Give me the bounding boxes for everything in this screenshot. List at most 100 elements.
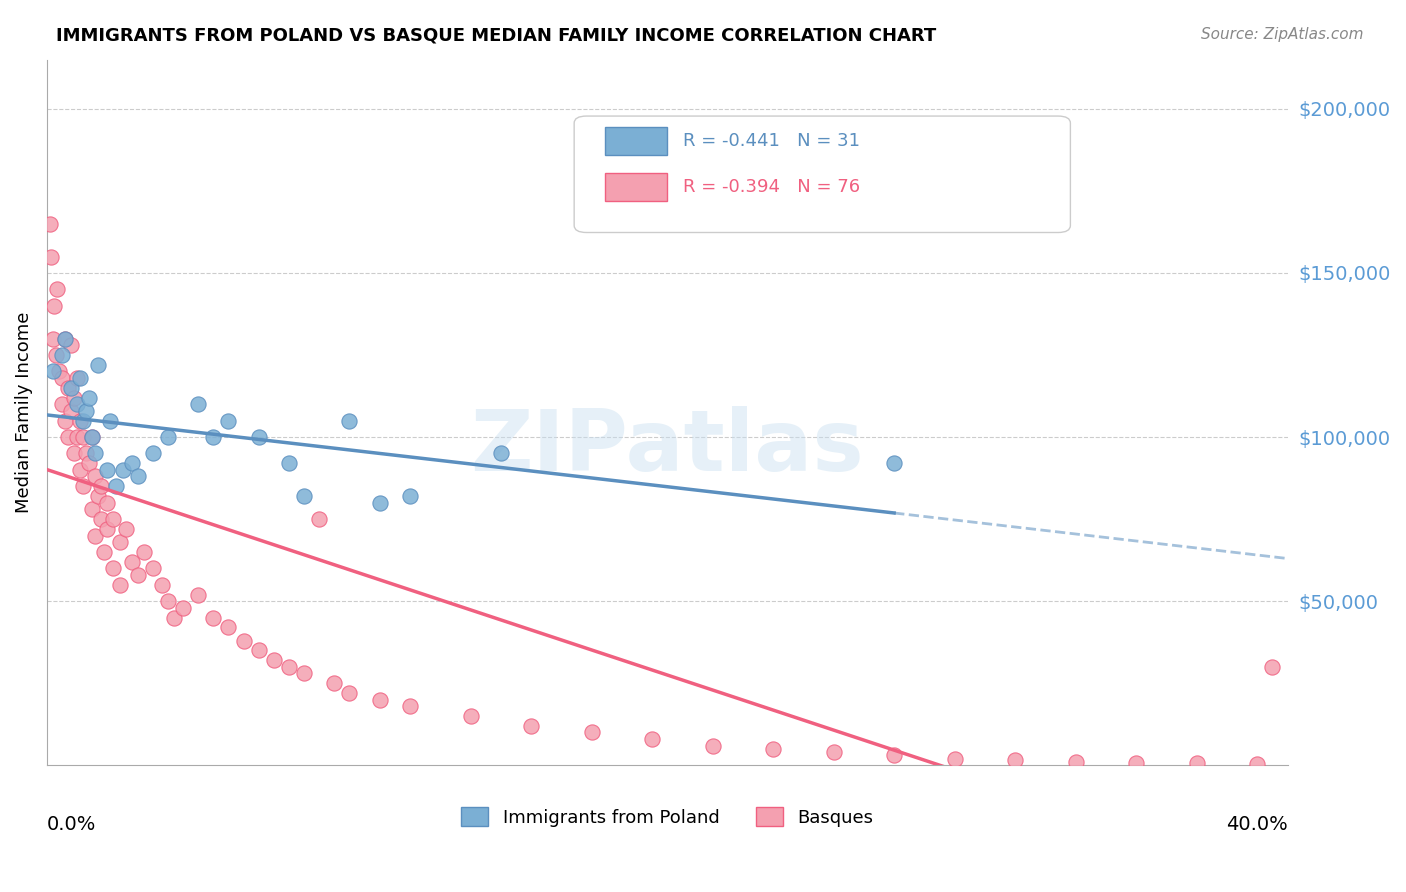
Point (51, 371, 73, 385)
Point (96, 463, 118, 477)
Point (156, 430, 179, 444)
Point (66, 397, 89, 411)
Point (202, 610, 225, 624)
Text: 0.0%: 0.0% (46, 814, 96, 834)
Point (1261, 660, 1284, 674)
Point (82, 430, 104, 444)
Point (44, 299, 66, 313)
Point (883, 456, 905, 470)
Point (42, 332, 65, 346)
Point (60, 338, 83, 352)
Point (127, 568, 149, 582)
Point (581, 725, 603, 739)
Point (368, 692, 391, 706)
Point (132, 545, 155, 559)
Point (1125, 756, 1147, 770)
Point (84, 469, 107, 483)
Point (1246, 757, 1268, 772)
Text: Source: ZipAtlas.com: Source: ZipAtlas.com (1201, 27, 1364, 42)
Point (641, 732, 664, 747)
Point (39, 217, 62, 231)
Point (96, 522, 118, 536)
Point (111, 463, 134, 477)
Point (103, 512, 125, 526)
Point (202, 430, 225, 444)
Point (60, 404, 83, 418)
Point (75, 446, 97, 460)
Point (53, 332, 76, 346)
Point (323, 676, 346, 690)
Point (292, 666, 315, 681)
Point (72, 479, 94, 493)
Point (56, 430, 79, 444)
Point (82, 430, 104, 444)
Point (69, 463, 91, 477)
Point (77, 456, 100, 470)
Point (90, 512, 112, 526)
Point (823, 745, 845, 759)
Point (75, 404, 97, 418)
Point (142, 561, 165, 575)
Point (217, 620, 239, 634)
Point (46, 282, 69, 296)
Point (82, 502, 104, 516)
Point (69, 414, 91, 428)
Point (87, 489, 110, 503)
Point (105, 479, 128, 493)
Point (127, 469, 149, 483)
Point (399, 489, 422, 503)
Point (368, 496, 391, 510)
Point (53, 414, 76, 428)
Point (489, 446, 512, 460)
Point (108, 535, 131, 549)
Y-axis label: Median Family Income: Median Family Income (15, 312, 32, 513)
Text: IMMIGRANTS FROM POLAND VS BASQUE MEDIAN FAMILY INCOME CORRELATION CHART: IMMIGRANTS FROM POLAND VS BASQUE MEDIAN … (56, 27, 936, 45)
Point (339, 686, 361, 700)
Point (163, 610, 186, 624)
Legend: Immigrants from Poland, Basques: Immigrants from Poland, Basques (454, 800, 880, 834)
Point (121, 555, 143, 569)
Point (121, 456, 143, 470)
Point (108, 578, 131, 592)
Point (93, 545, 115, 559)
Point (217, 414, 239, 428)
Point (172, 600, 194, 615)
Point (247, 430, 270, 444)
Text: R = -0.394   N = 76: R = -0.394 N = 76 (683, 178, 860, 195)
Point (702, 739, 724, 753)
Text: ZIPatlas: ZIPatlas (471, 406, 865, 489)
Point (150, 578, 173, 592)
Point (84, 528, 107, 542)
Point (114, 522, 136, 536)
FancyBboxPatch shape (574, 116, 1070, 233)
Point (263, 653, 285, 667)
Point (278, 456, 301, 470)
Point (308, 512, 330, 526)
Point (1004, 753, 1026, 767)
FancyBboxPatch shape (605, 127, 668, 155)
Point (103, 561, 125, 575)
Point (45, 348, 67, 362)
Point (72, 414, 94, 428)
FancyBboxPatch shape (605, 172, 668, 201)
Point (100, 414, 122, 428)
Point (762, 742, 785, 756)
Point (460, 709, 482, 723)
Point (41, 250, 63, 264)
Point (66, 371, 89, 385)
Point (63, 391, 86, 405)
Point (943, 752, 966, 766)
Text: R = -0.441   N = 31: R = -0.441 N = 31 (683, 132, 860, 150)
Point (278, 660, 301, 674)
Point (56, 381, 79, 395)
Point (247, 643, 270, 657)
Point (42, 364, 65, 378)
Point (96, 496, 118, 510)
Point (53, 332, 76, 346)
Point (84, 446, 107, 460)
Point (520, 719, 543, 733)
Text: 40.0%: 40.0% (1226, 814, 1288, 834)
Point (72, 430, 94, 444)
Point (187, 588, 209, 602)
Point (77, 391, 100, 405)
